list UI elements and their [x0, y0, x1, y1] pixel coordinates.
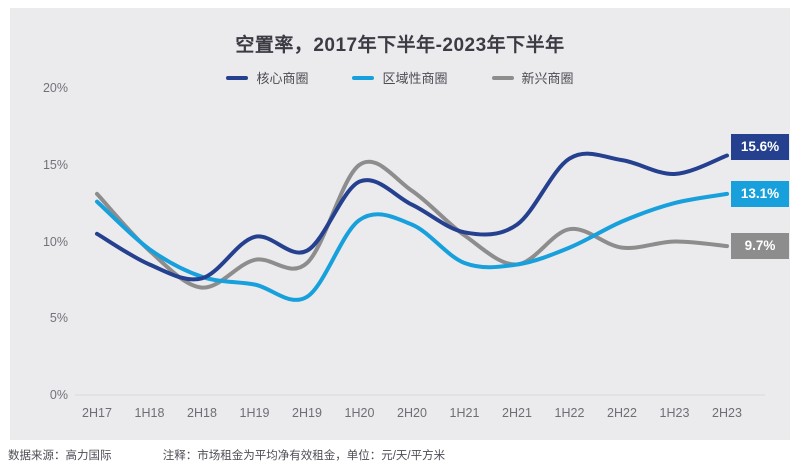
end-label-core: 15.6%: [731, 133, 789, 160]
end-label-emerging: 9.7%: [731, 233, 789, 260]
data-source-text: 数据来源：高力国际: [8, 450, 112, 462]
x-tick-label: 1H19: [239, 406, 270, 420]
y-tick-label: 5%: [49, 311, 68, 326]
x-tick-label: 1H21: [449, 406, 480, 420]
legend: 核心商圈 区域性商圈 新兴商圈: [0, 68, 800, 87]
x-tick-label: 2H21: [502, 406, 532, 420]
x-tick-label: 2H18: [187, 406, 217, 420]
y-tick-label: 10%: [42, 234, 68, 249]
end-label-regional: 13.1%: [731, 180, 789, 207]
footnote-row: 数据来源：高力国际 注释：市场租金为平均净有效租金，单位：元/天/平方米: [8, 447, 445, 463]
legend-label: 新兴商圈: [521, 71, 574, 86]
x-tick-label: 2H20: [397, 406, 427, 420]
note-text: 注释：市场租金为平均净有效租金，单位：元/天/平方米: [162, 450, 446, 462]
emerging-line-swatch-icon: [491, 75, 514, 80]
x-tick-label: 1H23: [659, 406, 690, 420]
emerging-line: [95, 159, 729, 290]
x-tick-label: 1H20: [344, 406, 375, 420]
legend-item-emerging: 新兴商圈: [491, 68, 574, 87]
x-tick-label: 2H19: [292, 406, 322, 420]
core-line-swatch-icon: [226, 75, 249, 80]
x-tick-label: 2H17: [82, 406, 112, 420]
legend-item-regional: 区域性商圈: [352, 68, 448, 87]
regional-line-swatch-icon: [352, 75, 375, 80]
chart-title: 空置率，2017年下半年-2023年下半年: [235, 35, 565, 56]
x-tick-label: 1H22: [554, 406, 585, 420]
x-tick-label: 2H22: [607, 406, 637, 420]
chart-panel: [10, 8, 790, 440]
x-tick-label: 1H18: [134, 406, 165, 420]
y-tick-label: 0%: [49, 388, 68, 402]
core-line: [95, 151, 729, 282]
x-tick-label: 2H23: [712, 406, 742, 420]
y-tick-label: 15%: [42, 157, 68, 172]
y-tick-label: 20%: [42, 81, 68, 95]
legend-label: 区域性商圈: [382, 71, 448, 86]
legend-item-core: 核心商圈: [226, 68, 308, 87]
legend-label: 核心商圈: [256, 71, 309, 86]
